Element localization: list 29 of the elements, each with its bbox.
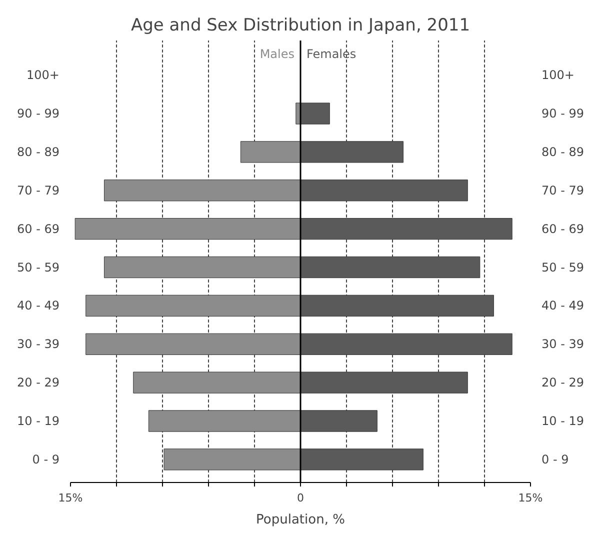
y-tick-label: 40 - 49 — [17, 298, 60, 313]
y-tick-label: 100+ — [26, 68, 60, 82]
y2-tick-label: 100+ — [542, 68, 574, 82]
text: Females — [306, 46, 356, 61]
y-tick-label: 0 - 9 — [32, 452, 60, 466]
y-tick-label: 50 - 59 — [17, 260, 60, 274]
y-tick-label: 80 - 89 — [17, 144, 60, 159]
y-tick-label: 70 - 79 — [17, 183, 60, 198]
chart-title: Age and Sex Distribution in Japan, 2011 — [130, 16, 470, 36]
y2-tick-label: 60 - 69 — [542, 222, 584, 236]
y-tick-label: 90 - 99 — [17, 106, 60, 121]
text: Males — [260, 46, 295, 61]
y2-tick-label: 80 - 89 — [542, 144, 584, 159]
y2-tick-label: 10 - 19 — [542, 414, 584, 428]
x-tick-label: 15% — [58, 492, 83, 504]
y2-tick-label: 40 - 49 — [542, 298, 584, 313]
y2-tick-label: 70 - 79 — [542, 183, 584, 198]
y-tick-label: 20 - 29 — [17, 376, 60, 390]
y2-tick-label: 90 - 99 — [542, 106, 584, 121]
y-tick-label: 60 - 69 — [17, 222, 60, 236]
y-tick-label: 10 - 19 — [17, 414, 60, 428]
y2-tick-label: 50 - 59 — [542, 260, 584, 274]
y2-tick-label: 30 - 39 — [542, 337, 584, 352]
x-tick-label: 15% — [518, 492, 543, 504]
x-axis-title: Population, % — [256, 512, 345, 528]
y2-tick-label: 0 - 9 — [542, 452, 569, 466]
x-tick-label: 0 — [297, 492, 304, 504]
y2-tick-label: 20 - 29 — [542, 376, 584, 390]
y-tick-label: 30 - 39 — [17, 337, 60, 352]
